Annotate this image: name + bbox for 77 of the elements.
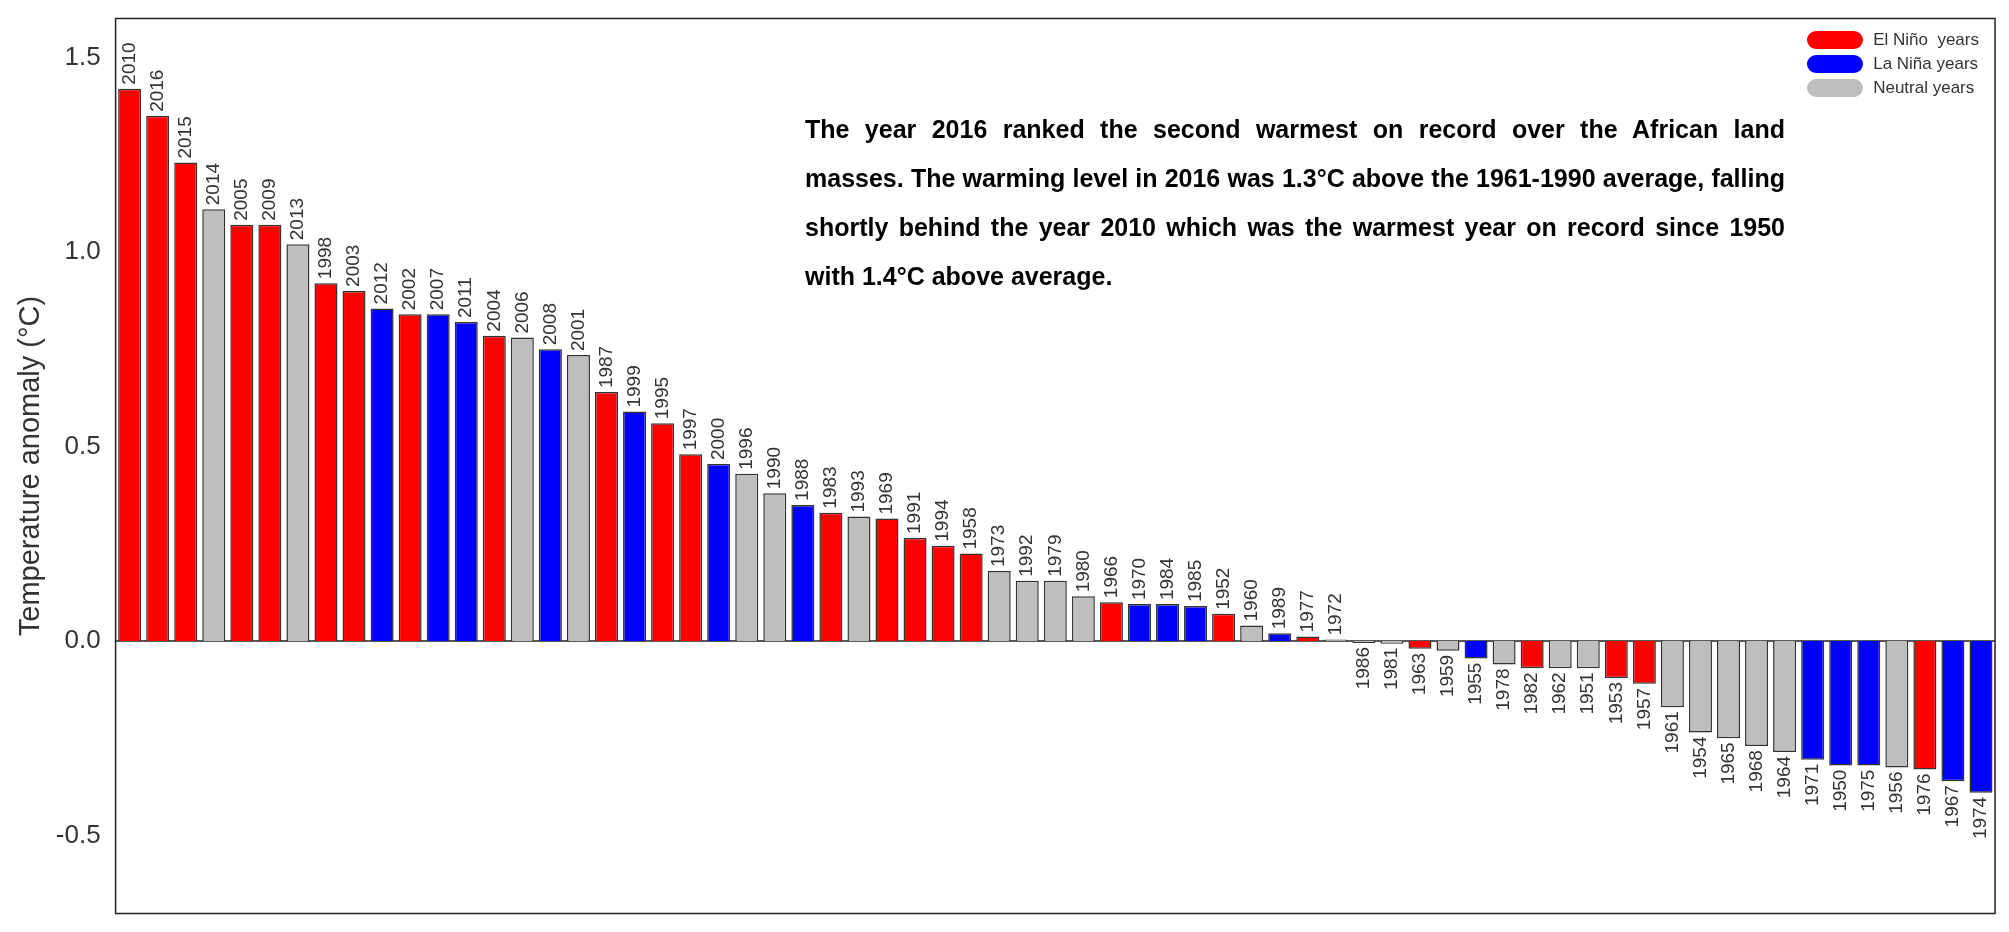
x-tick-label: 1991 (903, 491, 925, 534)
x-tick-label: 1961 (1660, 711, 1682, 754)
x-tick-label: 1974 (1969, 796, 1991, 840)
x-tick-label: 2001 (566, 308, 588, 352)
x-tick-label: 1969 (875, 472, 897, 515)
x-tick-label: 2006 (510, 291, 532, 334)
x-tick-label: 2008 (538, 303, 560, 346)
x-tick-label: 1963 (1408, 652, 1430, 696)
x-tick-label: 1965 (1716, 742, 1738, 785)
x-tick-label: 1999 (622, 365, 644, 408)
x-tick-label: 1984 (1155, 557, 1177, 601)
x-tick-label: 1994 (931, 499, 953, 542)
x-tick-label: 2011 (454, 277, 476, 319)
x-tick-label: 1995 (650, 376, 672, 420)
x-tick-label: 1985 (1183, 559, 1205, 603)
x-tick-label: 1981 (1380, 647, 1402, 691)
x-tick-label: 1953 (1604, 682, 1626, 725)
x-tick-label: 2016 (145, 69, 167, 112)
x-tick-label: 1968 (1744, 750, 1766, 793)
x-tick-label: 1956 (1885, 771, 1907, 814)
x-tick-label: 1959 (1436, 654, 1458, 698)
x-tick-label: 2010 (117, 42, 139, 85)
x-tick-label: 2015 (173, 116, 195, 159)
x-tick-label: 1957 (1632, 687, 1654, 731)
y-tick-label: 1.0 (64, 235, 101, 266)
x-tick-label: 2013 (286, 197, 308, 241)
x-tick-label: 1988 (791, 458, 813, 501)
y-axis-title: Temperature anomaly (°C) (13, 295, 46, 637)
x-tick-label: 1996 (734, 427, 756, 470)
x-tick-label: 2004 (482, 288, 504, 332)
x-tick-label: 1952 (1211, 567, 1233, 610)
x-tick-label: 1998 (314, 236, 336, 280)
x-tick-label: 1978 (1492, 668, 1514, 711)
x-tick-label: 2002 (398, 267, 420, 311)
x-tick-label: 1990 (763, 446, 785, 490)
x-tick-label: 1958 (959, 507, 981, 550)
x-tick-label: 1987 (594, 345, 616, 389)
legend-label: La Niña years (1873, 54, 1979, 74)
legend-label: El Niño years (1873, 30, 1979, 50)
x-tick-label: 1993 (847, 470, 869, 513)
x-tick-label: 1986 (1352, 647, 1374, 690)
legend-label: Neutral years (1873, 78, 1975, 98)
x-tick-label: 1980 (1071, 550, 1093, 593)
x-tick-label: 1960 (1239, 579, 1261, 622)
x-tick-label: 1992 (1015, 534, 1037, 577)
x-tick-label: 1982 (1520, 672, 1542, 715)
x-tick-label: 1979 (1043, 534, 1065, 577)
x-tick-label: 1975 (1857, 769, 1879, 812)
x-tick-label: 2007 (426, 267, 448, 311)
x-tick-label: 1976 (1913, 773, 1935, 816)
x-tick-label: 1972 (1324, 593, 1346, 636)
x-tick-label: 1977 (1295, 590, 1317, 633)
x-tick-label: 2009 (258, 178, 280, 221)
x-tick-label: 1967 (1941, 785, 1963, 828)
x-tick-label: 1962 (1548, 672, 1570, 715)
x-tick-label: 1983 (819, 466, 841, 509)
y-tick-label: -0.5 (55, 818, 101, 849)
x-tick-label: 1989 (1267, 587, 1289, 630)
x-tick-label: 2012 (370, 262, 392, 305)
y-tick-label: 1.5 (64, 40, 101, 71)
x-tick-label: 1955 (1464, 662, 1486, 705)
x-tick-label: 2014 (202, 162, 224, 206)
annotation: The year 2016 ranked the second warmest on record over the African land masses. The warming level in 2016 was 1.3°C above the 1961-1990 average, falling shortly behind the year 2010 which was the warmest year on record since 1950 with 1.4°C above average. (805, 114, 1785, 292)
x-tick-label: 1966 (1099, 555, 1121, 599)
x-tick-label: 1954 (1688, 736, 1710, 779)
x-tick-label: 2003 (342, 244, 364, 287)
x-tick-label: 1964 (1772, 755, 1794, 799)
x-tick-label: 1971 (1800, 763, 1822, 807)
x-tick-label: 1970 (1127, 557, 1149, 601)
x-tick-label: 2000 (706, 417, 728, 461)
x-tick-label: 1950 (1828, 769, 1850, 812)
x-tick-label: 1973 (987, 524, 1009, 568)
x-tick-label: 1997 (678, 408, 700, 451)
x-tick-label: 2005 (230, 178, 252, 221)
x-tick-label: 1951 (1576, 672, 1598, 715)
y-tick-label: 0.0 (64, 624, 101, 655)
y-tick-label: 0.5 (64, 429, 101, 460)
